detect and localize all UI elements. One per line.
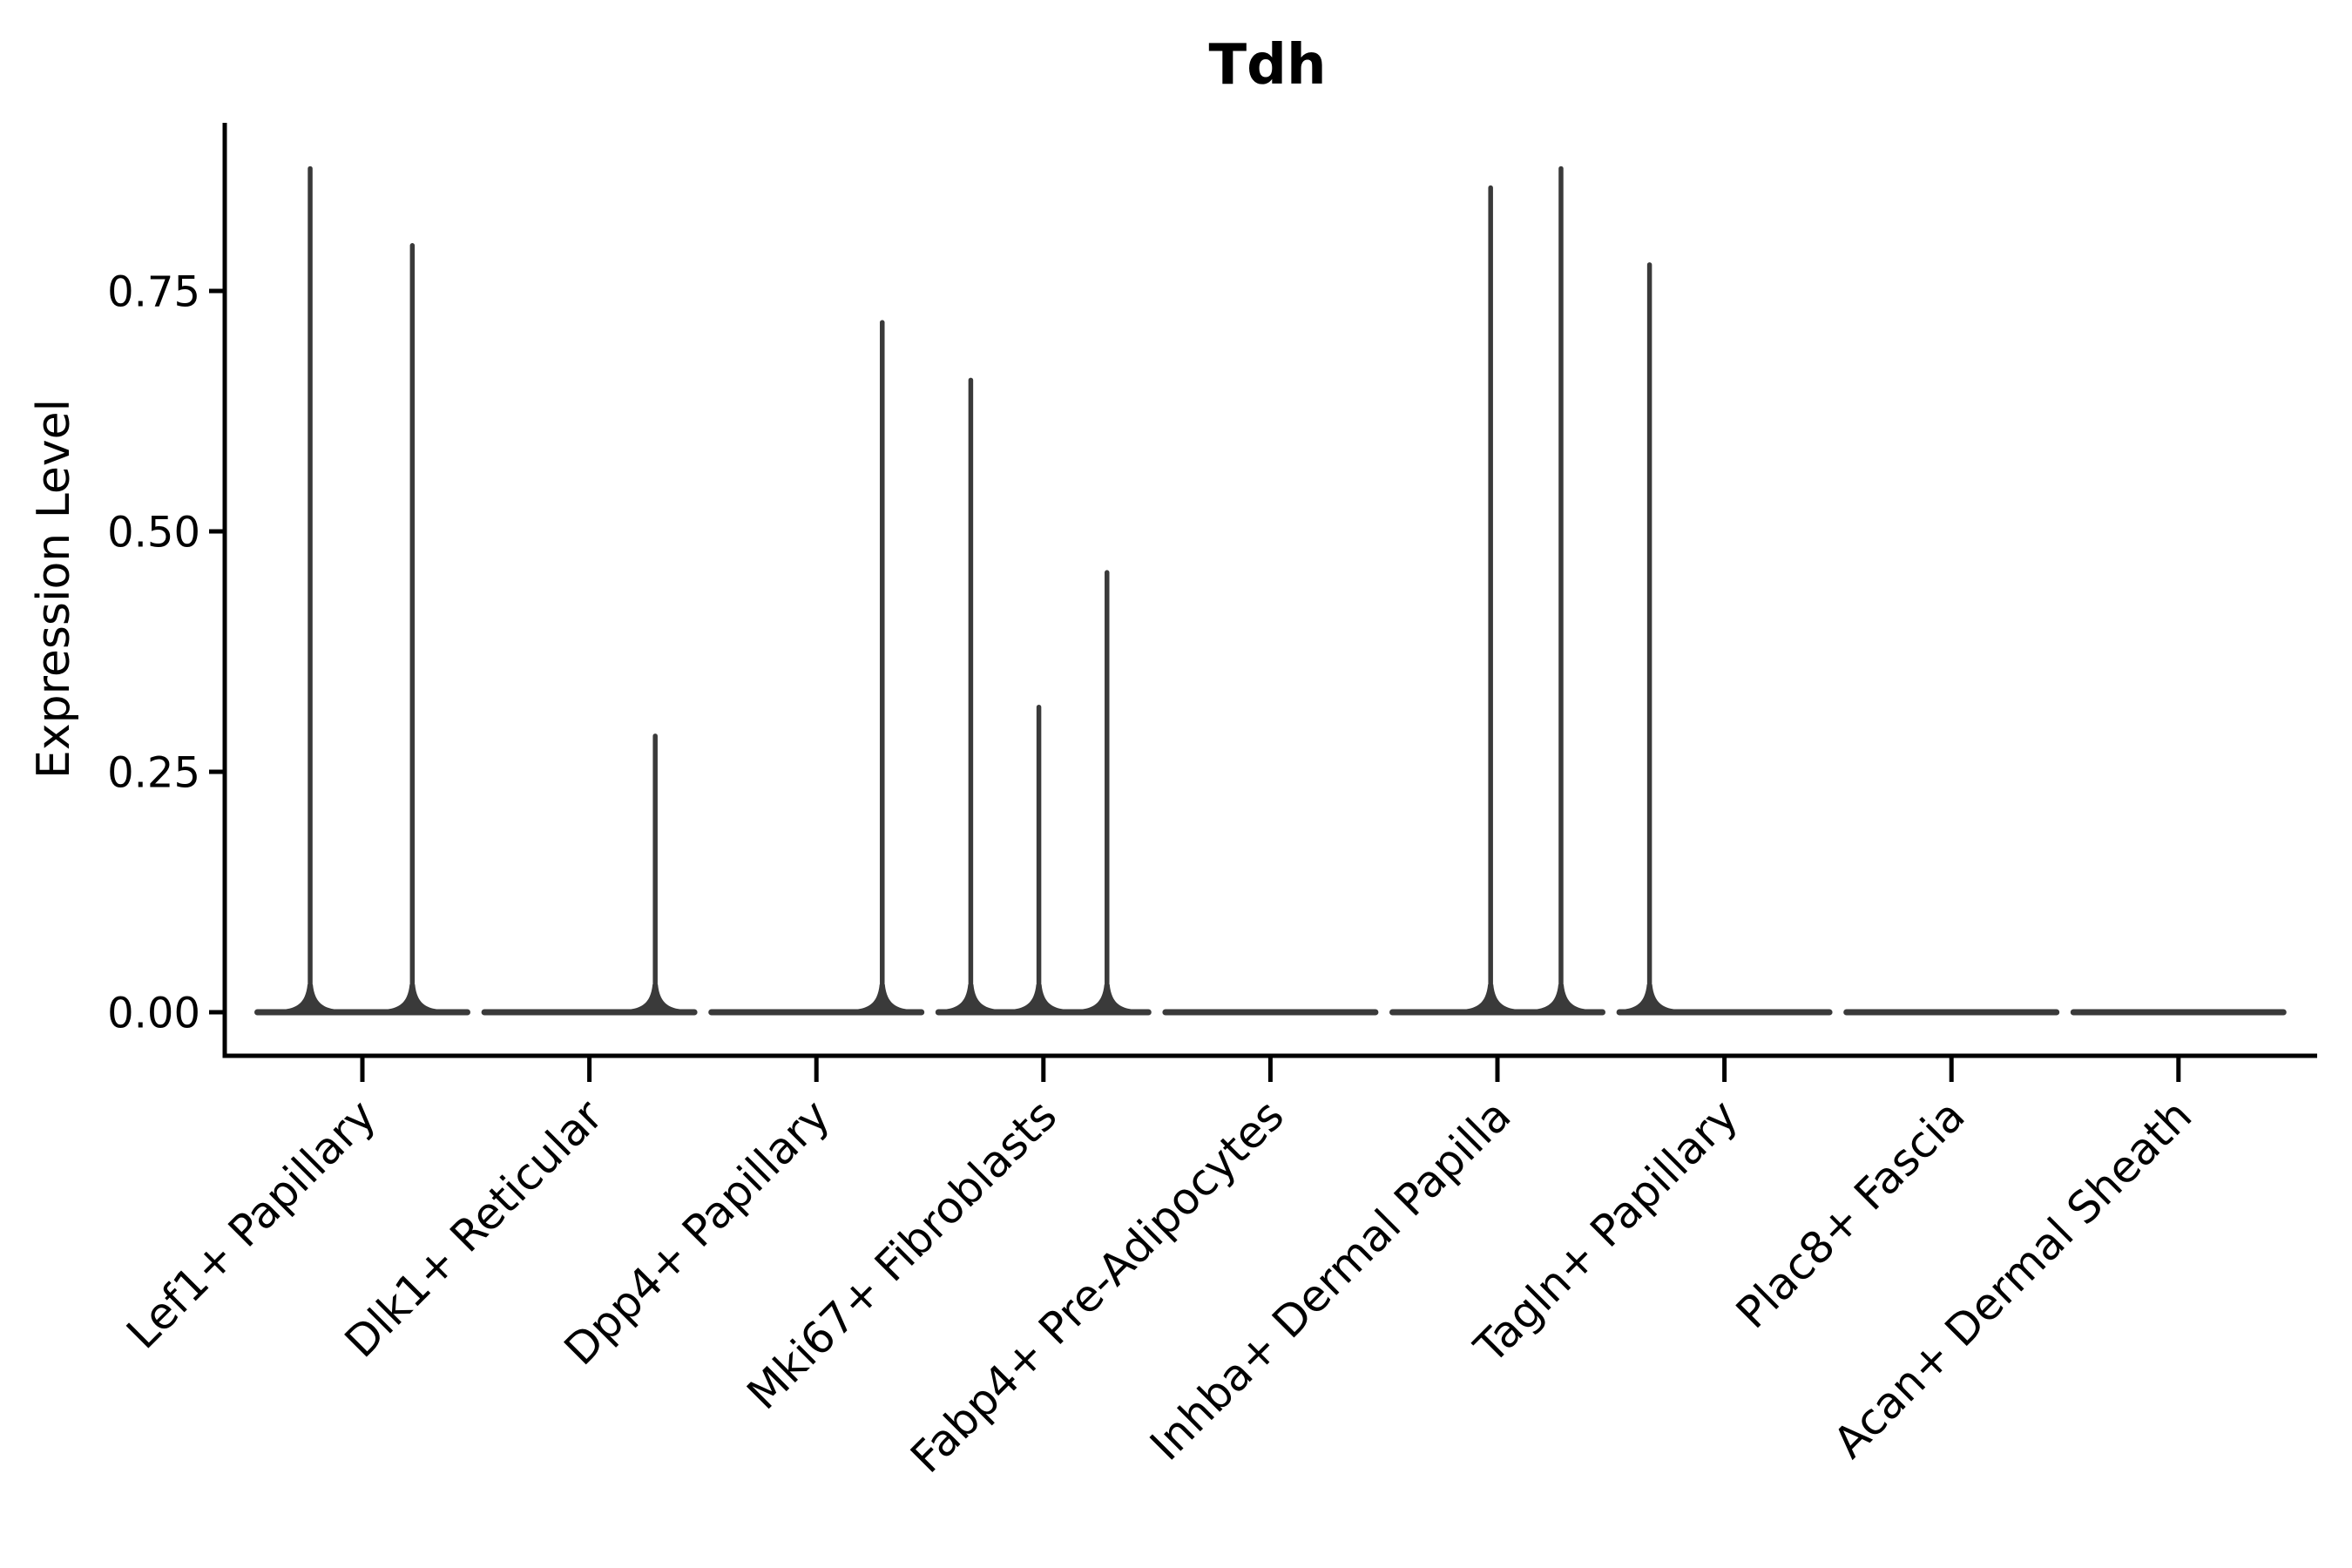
y-tick-label: 0.25 — [107, 748, 200, 797]
y-tick-label: 0.50 — [107, 508, 200, 557]
x-tick-label: Lef1+ Papillary — [117, 1090, 385, 1358]
x-tick-label: Inhba+ Dermal Papilla — [1140, 1090, 1520, 1470]
y-tick-label: 0.75 — [107, 267, 200, 316]
y-tick-label: 0.00 — [107, 989, 200, 1037]
plot-title: Tdh — [1208, 33, 1327, 98]
y-axis-title: Expression Level — [28, 398, 80, 780]
x-tick-label: Fabp4+ Pre-Adipocytes — [901, 1090, 1294, 1483]
x-tick-label: Plac8+ Fascia — [1727, 1090, 1975, 1338]
x-tick-label: Acan+ Dermal Sheath — [1824, 1090, 2202, 1468]
